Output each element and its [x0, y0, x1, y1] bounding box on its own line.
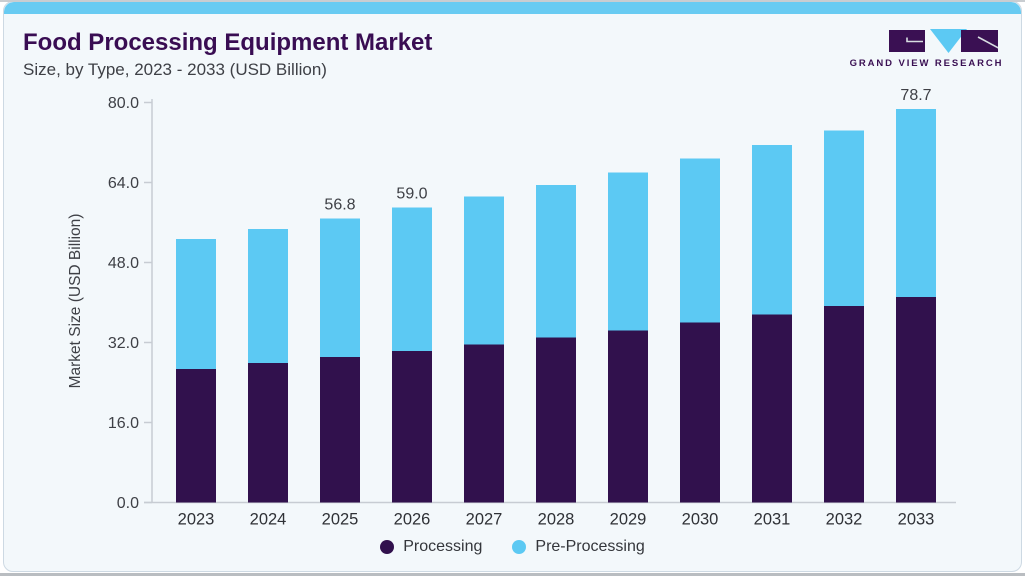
bar-segment-pre-processing-2027 [464, 196, 504, 345]
y-tick-label-16.0: 16.0 [108, 415, 139, 432]
logo-g-notch [906, 37, 923, 43]
y-axis-title: Market Size (USD Billion) [67, 214, 84, 389]
legend-dot-pre-processing [512, 540, 527, 554]
chart-legend: Processing Pre-Processing [4, 538, 1021, 556]
y-tick-label-48.0: 48.0 [108, 255, 139, 272]
bar-segment-pre-processing-2030 [680, 158, 720, 323]
bar-total-label-2033: 78.7 [900, 87, 931, 104]
bar-segment-pre-processing-2025 [320, 218, 360, 357]
y-tick-label-80.0: 80.0 [108, 95, 139, 112]
bar-segment-processing-2029 [608, 330, 648, 503]
x-category-label-2027: 2027 [466, 511, 503, 529]
page-top-divider [0, 0, 1025, 2]
x-category-label-2024: 2024 [250, 511, 287, 529]
page-title: Food Processing Equipment Market [23, 29, 433, 56]
legend-item-pre-processing: Pre-Processing [512, 538, 645, 556]
y-tick-label-32.0: 32.0 [108, 335, 139, 352]
bar-segment-processing-2025 [320, 357, 360, 503]
page-subtitle: Size, by Type, 2023 - 2033 (USD Billion) [23, 60, 327, 79]
x-category-label-2032: 2032 [826, 511, 863, 529]
x-category-label-2026: 2026 [394, 511, 431, 529]
x-category-label-2028: 2028 [538, 511, 575, 529]
bar-segment-processing-2024 [248, 363, 288, 503]
legend-dot-processing [380, 540, 395, 554]
gvr-logo: GRAND VIEW RESEARCH [850, 29, 1002, 69]
bar-segment-pre-processing-2031 [752, 145, 792, 315]
page-bottom-divider [0, 573, 1025, 576]
gvr-logo-text: GRAND VIEW RESEARCH [849, 58, 1004, 69]
x-category-label-2031: 2031 [754, 511, 791, 529]
legend-label-processing: Processing [403, 538, 483, 555]
bar-segment-pre-processing-2026 [392, 207, 432, 351]
bar-segment-processing-2023 [176, 369, 216, 503]
bar-segment-pre-processing-2032 [824, 130, 864, 306]
bar-segment-pre-processing-2033 [896, 109, 936, 297]
stacked-bar-chart: 0.0 16.0 32.0 48.0 64.0 80.0 Market Size (USD … [67, 87, 956, 529]
bar-total-label-2025: 56.8 [324, 197, 355, 214]
legend-label-pre-processing: Pre-Processing [535, 538, 645, 555]
y-tick-label-0.0: 0.0 [117, 495, 139, 512]
bar-total-label-2026: 59.0 [396, 186, 427, 203]
logo-v-triangle [930, 29, 967, 53]
logo-r-block [961, 30, 998, 52]
gvr-logo-mark [889, 29, 998, 53]
bar-segment-processing-2031 [752, 314, 792, 503]
bar-segment-pre-processing-2024 [248, 229, 288, 363]
legend-item-processing: Processing [380, 538, 482, 556]
bar-segment-pre-processing-2029 [608, 172, 648, 331]
x-category-label-2023: 2023 [178, 511, 215, 529]
bar-segment-pre-processing-2023 [176, 239, 216, 369]
card-accent-bar [4, 2, 1021, 14]
x-category-label-2030: 2030 [682, 511, 719, 529]
chart-card: Food Processing Equipment Market Size, b… [3, 1, 1022, 572]
bar-segment-processing-2027 [464, 344, 504, 503]
x-category-label-2033: 2033 [898, 511, 935, 529]
x-category-label-2025: 2025 [322, 511, 359, 529]
y-tick-label-64.0: 64.0 [108, 175, 139, 192]
bar-segment-processing-2033 [896, 297, 936, 503]
bar-segment-processing-2032 [824, 306, 864, 503]
bar-segment-processing-2026 [392, 351, 432, 503]
bar-segment-processing-2028 [536, 337, 576, 503]
bar-segment-pre-processing-2028 [536, 185, 576, 338]
logo-r-leg [977, 36, 998, 49]
bar-segment-processing-2030 [680, 322, 720, 503]
x-category-label-2029: 2029 [610, 511, 647, 529]
